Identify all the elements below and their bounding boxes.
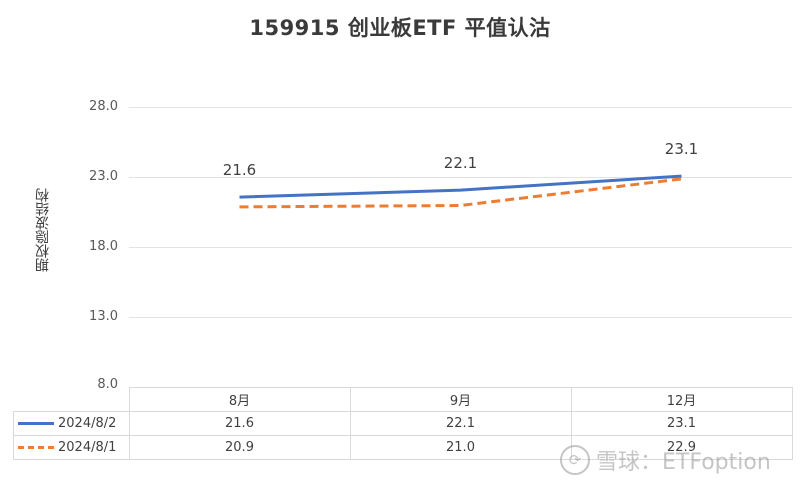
table-cell: 22.9 [570,435,793,460]
data-table: 8月 9月 12月 2024/8/2 21.6 22.1 23.1 2024/8… [13,387,793,460]
y-tick-28: 28.0 [89,99,118,114]
y-tick-13: 13.0 [89,309,118,324]
table-row: 2024/8/1 20.9 21.0 22.9 [13,435,793,460]
table-cell: 22.1 [349,411,572,436]
category-8: 8月 [128,387,351,412]
gridlines [129,107,792,318]
data-label: 23.1 [664,140,699,159]
chart-title: 159915 创业板ETF 平值认沽 [249,16,551,40]
table-row: 2024/8/2 21.6 22.1 23.1 [13,411,793,436]
series-line-2024-8-2 [239,174,682,199]
data-label: 21.6 [222,161,257,180]
series-line-2024-8-1 [239,177,682,209]
y-tick-23: 23.0 [89,169,118,184]
legend-item-2024-8-1: 2024/8/1 [13,435,130,460]
solid-line-swatch-icon [18,422,54,425]
table-cell: 23.1 [570,411,793,436]
category-9: 9月 [349,387,572,412]
data-label: 22.1 [443,154,478,173]
legend-item-2024-8-2: 2024/8/2 [13,411,130,436]
dashed-line-swatch-icon [18,446,54,449]
table-cell: 20.9 [128,435,351,460]
snowball-logo-icon: ⟳ [560,445,590,475]
watermark: ⟳ 雪球：ETFoption [560,444,771,476]
table-cell: 21.0 [349,435,572,460]
y-tick-18: 18.0 [89,239,118,254]
table-header-row: 8月 9月 12月 [13,387,793,412]
table-cell: 21.6 [128,411,351,436]
category-12: 12月 [570,387,793,412]
